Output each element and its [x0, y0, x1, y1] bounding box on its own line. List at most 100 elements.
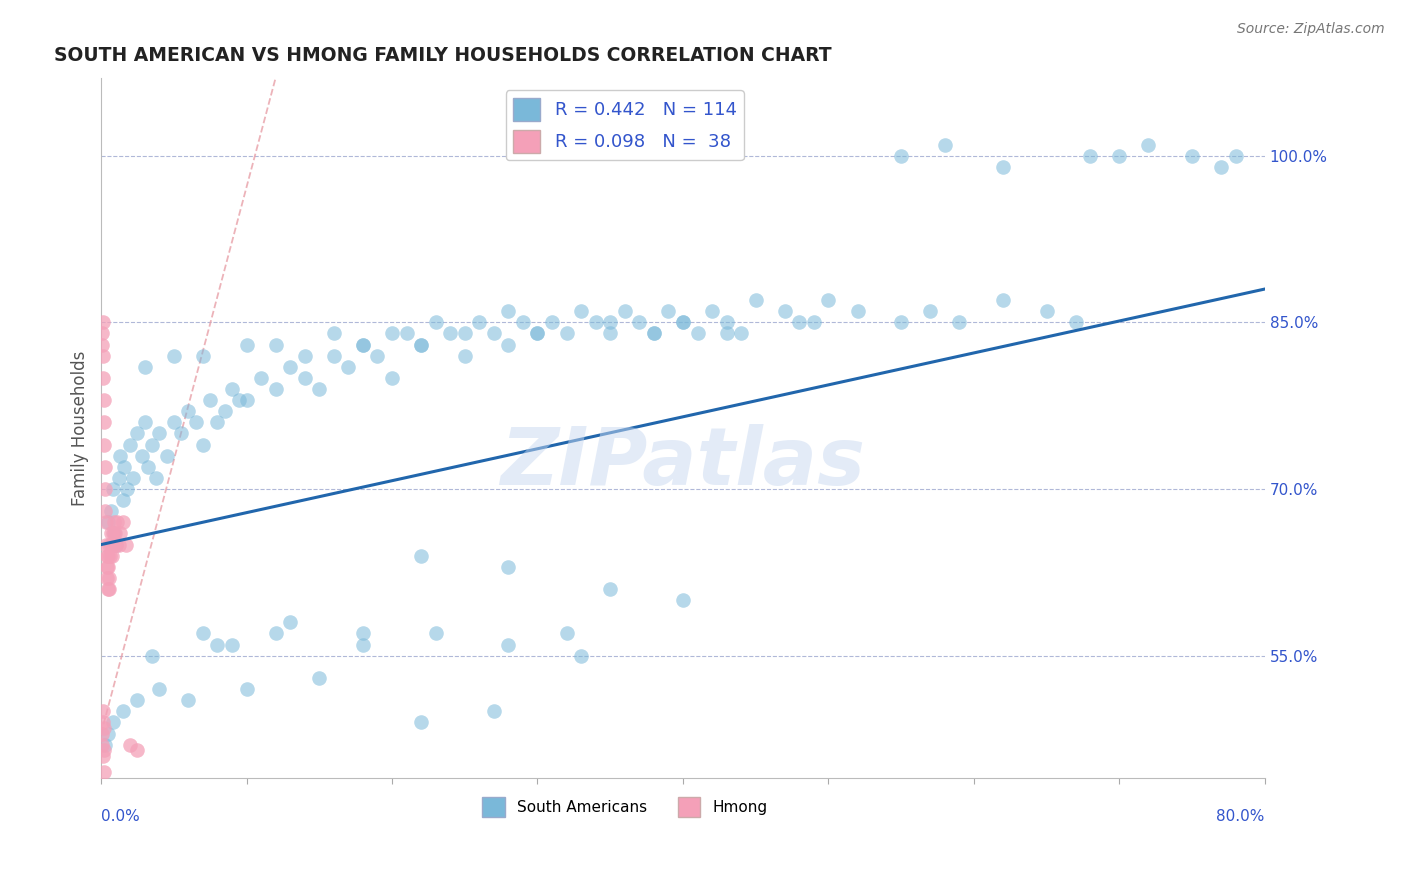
Point — [198, 393, 221, 408]
Point — [207, 416, 229, 430]
Point — [93, 459, 115, 474]
Point — [115, 482, 138, 496]
Point — [221, 382, 243, 396]
Point — [294, 371, 316, 385]
Point — [381, 371, 404, 385]
Point — [127, 743, 149, 757]
Point — [1035, 304, 1057, 318]
Point — [250, 371, 273, 385]
Point — [103, 516, 125, 530]
Point — [100, 526, 122, 541]
Point — [643, 326, 665, 341]
Point — [111, 704, 134, 718]
Text: Source: ZipAtlas.com: Source: ZipAtlas.com — [1237, 22, 1385, 37]
Point — [163, 416, 186, 430]
Point — [454, 349, 477, 363]
Point — [148, 426, 170, 441]
Point — [148, 681, 170, 696]
Point — [93, 416, 115, 430]
Point — [482, 326, 505, 341]
Point — [170, 426, 193, 441]
Point — [672, 315, 695, 329]
Point — [890, 149, 912, 163]
Point — [803, 315, 825, 329]
Point — [101, 526, 124, 541]
Point — [599, 582, 621, 596]
Point — [94, 482, 117, 496]
Point — [112, 459, 135, 474]
Point — [657, 304, 679, 318]
Point — [98, 538, 121, 552]
Point — [482, 704, 505, 718]
Point — [122, 471, 145, 485]
Point — [789, 315, 811, 329]
Point — [101, 715, 124, 730]
Point — [94, 504, 117, 518]
Point — [686, 326, 709, 341]
Point — [569, 304, 592, 318]
Point — [155, 449, 177, 463]
Point — [555, 626, 578, 640]
Point — [107, 538, 129, 552]
Point — [744, 293, 766, 307]
Point — [191, 349, 214, 363]
Point — [439, 326, 461, 341]
Point — [498, 638, 520, 652]
Point — [409, 549, 432, 563]
Point — [207, 638, 229, 652]
Point — [108, 526, 131, 541]
Point — [228, 393, 250, 408]
Point — [352, 626, 374, 640]
Point — [91, 748, 114, 763]
Point — [294, 349, 316, 363]
Point — [136, 459, 159, 474]
Point — [585, 315, 607, 329]
Point — [1064, 315, 1087, 329]
Point — [512, 315, 534, 329]
Point — [97, 726, 120, 740]
Point — [716, 315, 738, 329]
Point — [991, 293, 1014, 307]
Point — [91, 715, 114, 730]
Point — [322, 349, 344, 363]
Point — [409, 337, 432, 351]
Point — [91, 371, 114, 385]
Point — [104, 538, 127, 552]
Point — [599, 326, 621, 341]
Point — [425, 315, 447, 329]
Point — [468, 315, 491, 329]
Point — [111, 516, 134, 530]
Point — [141, 437, 163, 451]
Point — [409, 337, 432, 351]
Point — [191, 626, 214, 640]
Point — [948, 315, 970, 329]
Point — [1225, 149, 1247, 163]
Point — [425, 626, 447, 640]
Point — [395, 326, 418, 341]
Text: 0.0%: 0.0% — [101, 809, 139, 824]
Point — [264, 626, 287, 640]
Point — [104, 538, 127, 552]
Point — [264, 337, 287, 351]
Point — [184, 416, 207, 430]
Point — [127, 426, 149, 441]
Point — [672, 315, 695, 329]
Point — [846, 304, 869, 318]
Point — [366, 349, 388, 363]
Point — [235, 337, 257, 351]
Point — [1137, 137, 1160, 152]
Point — [120, 437, 142, 451]
Point — [94, 738, 117, 752]
Point — [700, 304, 723, 318]
Point — [498, 304, 520, 318]
Point — [91, 315, 114, 329]
Point — [643, 326, 665, 341]
Point — [235, 393, 257, 408]
Point — [569, 648, 592, 663]
Point — [98, 549, 121, 563]
Point — [141, 648, 163, 663]
Point — [773, 304, 796, 318]
Point — [308, 671, 330, 685]
Point — [97, 549, 120, 563]
Point — [409, 715, 432, 730]
